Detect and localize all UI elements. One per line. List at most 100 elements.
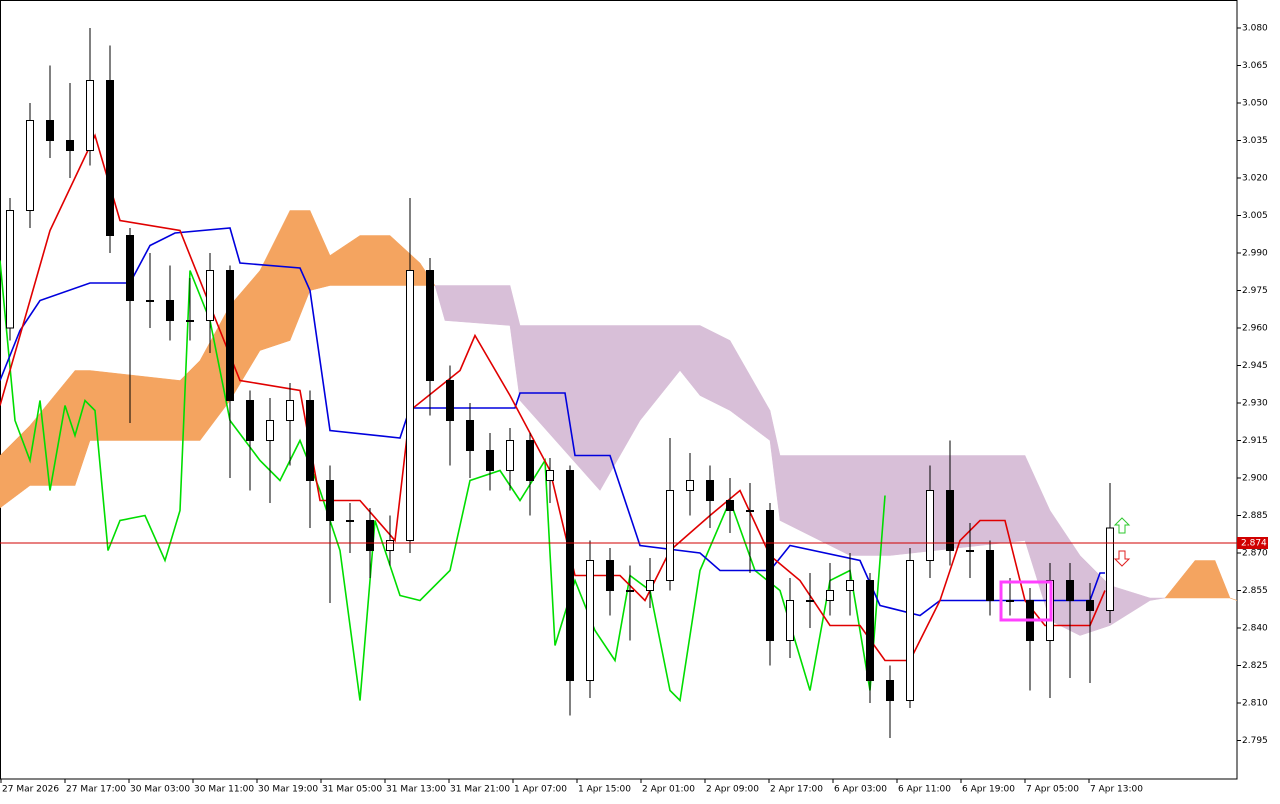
up-arrow [1113, 517, 1131, 534]
x-tick-label: 6 Apr 11:00 [898, 785, 951, 795]
candle-body [886, 680, 894, 701]
candle-body [426, 270, 434, 381]
candle-body [866, 580, 874, 681]
candle-body [406, 270, 414, 541]
x-tick-label: 2 Apr 09:00 [706, 785, 759, 795]
current-price-tag [1237, 537, 1268, 549]
candle-body [966, 550, 974, 552]
x-tick-label: 31 Mar 05:00 [322, 785, 382, 795]
candle-body [546, 470, 554, 481]
candle-body [1006, 600, 1014, 602]
candle-body [826, 590, 834, 601]
cloud-segment [444, 285, 511, 326]
candle-body [366, 520, 374, 551]
candle-body [726, 500, 734, 511]
candle-body [106, 80, 114, 236]
candle-body [506, 440, 514, 471]
candle-body [306, 400, 314, 481]
y-tick-label: 2.840 [1242, 624, 1268, 634]
x-tick-label: 31 Mar 13:00 [386, 785, 446, 795]
candle-body [206, 270, 214, 321]
candle-body [646, 580, 654, 591]
candle-body [126, 235, 134, 301]
candle-body [606, 560, 614, 591]
y-tick-label: 2.810 [1242, 699, 1268, 709]
x-tick-label: 30 Mar 03:00 [130, 785, 190, 795]
y-tick-label: 2.885 [1242, 511, 1268, 521]
cloud-segment [89, 370, 181, 441]
candle-body [746, 510, 754, 512]
candle-body [586, 560, 594, 681]
y-tick-label: 3.080 [1242, 24, 1268, 34]
y-tick-label: 2.855 [1242, 586, 1268, 596]
x-tick-label: 1 Apr 15:00 [578, 785, 631, 795]
candle-body [346, 520, 354, 522]
x-tick-label: 27 Mar 2026 [2, 785, 59, 795]
current-price-label: 2.874 [1241, 539, 1267, 549]
x-tick-label: 1 Apr 07:00 [514, 785, 567, 795]
candle-body [286, 400, 294, 421]
candle-body [226, 270, 234, 401]
y-tick-label: 2.930 [1242, 399, 1268, 409]
candle-body [466, 420, 474, 451]
cloud-segment [889, 455, 1026, 556]
highlight-box [999, 580, 1053, 622]
candle-body [26, 120, 34, 211]
x-tick-label: 27 Mar 17:00 [66, 785, 126, 795]
x-tick-label: 6 Apr 19:00 [962, 785, 1015, 795]
x-tick-label: 6 Apr 03:00 [834, 785, 887, 795]
cloud-segment [1194, 560, 1216, 599]
y-tick-label: 2.795 [1242, 736, 1268, 746]
candle-body [706, 480, 714, 501]
y-tick-label: 2.825 [1242, 661, 1268, 671]
candle-body [566, 470, 574, 681]
candle-body [526, 440, 534, 481]
y-tick-label: 3.035 [1242, 136, 1268, 146]
indicator-line [0, 227, 1105, 617]
candle-body [486, 450, 494, 471]
candle-body [846, 580, 854, 591]
y-tick-label: 3.020 [1242, 174, 1268, 184]
candle-body [46, 120, 54, 141]
y-tick-label: 3.065 [1242, 61, 1268, 71]
x-tick-label: 30 Mar 19:00 [258, 785, 318, 795]
x-tick-label: 30 Mar 11:00 [194, 785, 254, 795]
candle-body [326, 480, 334, 521]
candle-body [926, 490, 934, 561]
candle-body [1066, 580, 1074, 601]
cloud-segment [1214, 560, 1231, 599]
candle-body [1086, 600, 1094, 611]
y-tick-label: 2.870 [1242, 549, 1268, 559]
y-tick-label: 3.050 [1242, 99, 1268, 109]
candle-body [946, 490, 954, 551]
candle-body [626, 590, 634, 592]
candle-body [186, 320, 194, 322]
candle-body [266, 420, 274, 441]
candle-body [906, 560, 914, 701]
candle-body [786, 600, 794, 641]
candle-body [146, 300, 154, 302]
y-tick-label: 2.945 [1242, 361, 1268, 371]
cloud-segment [359, 235, 391, 286]
plot-area [0, 28, 1237, 738]
indicator-line [0, 260, 886, 703]
candle-body [986, 550, 994, 601]
x-tick-label: 2 Apr 17:00 [770, 785, 823, 795]
candle-body [686, 480, 694, 491]
down-arrow [1113, 550, 1131, 567]
y-tick-label: 2.990 [1242, 249, 1268, 259]
y-tick-label: 2.900 [1242, 474, 1268, 484]
cloud-segment [1149, 597, 1166, 601]
candle-body [666, 490, 674, 581]
x-tick-label: 7 Apr 05:00 [1026, 785, 1079, 795]
cloud-segment [1229, 597, 1237, 601]
candle-body [246, 400, 254, 441]
x-tick-label: 7 Apr 13:00 [1090, 785, 1143, 795]
candle-body [66, 140, 74, 151]
x-tick-label: 31 Mar 21:00 [450, 785, 510, 795]
candle-body [806, 600, 814, 602]
candle-body [386, 540, 394, 551]
candle-body [6, 210, 14, 329]
